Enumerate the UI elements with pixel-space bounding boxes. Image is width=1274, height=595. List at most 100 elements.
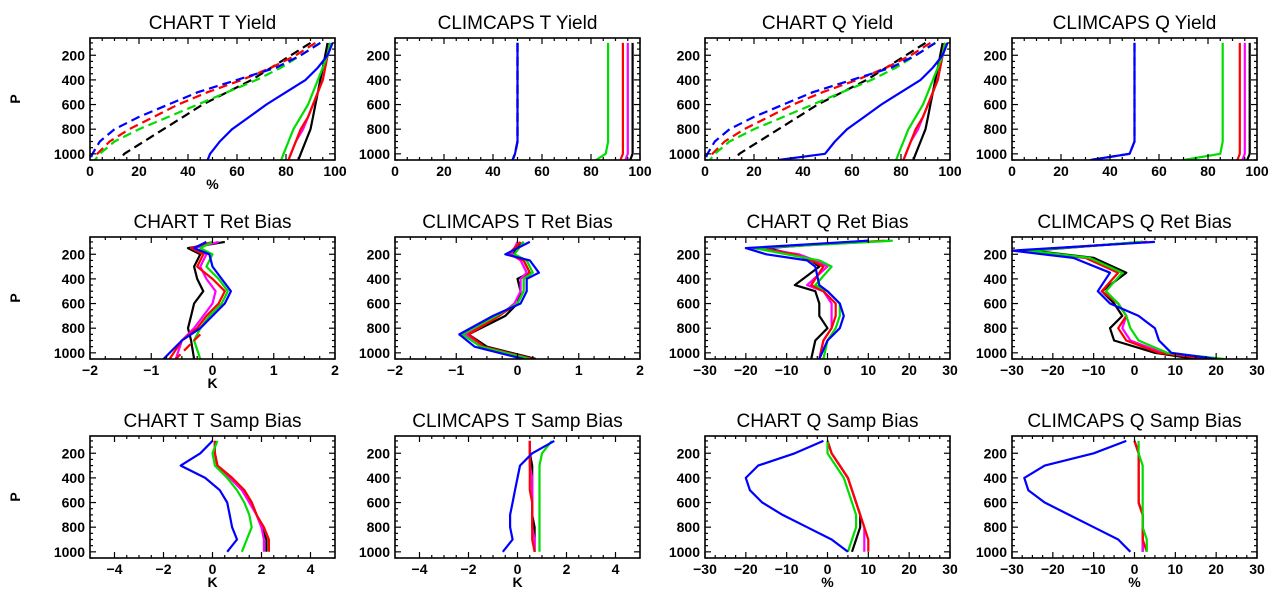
x-tick-label: 80 [278,163,294,179]
y-tick-label: 800 [984,320,1008,336]
x-tick-label: −4 [412,561,428,577]
series-group [1012,240,1225,359]
y-tick-label: 600 [367,97,391,113]
x-tick-label: −1 [448,362,464,378]
panel-title: CHART Q Ret Bias [747,212,909,233]
y-tick-label: 800 [677,121,701,137]
x-tick-label: 20 [1053,163,1069,179]
series-group [511,42,634,160]
x-tick-label: 0 [824,561,832,577]
panel-title: CHART T Ret Bias [133,212,291,233]
x-tick-label: 10 [1168,561,1184,577]
y-tick-label: 1000 [976,544,1007,560]
x-tick-label: 20 [436,163,452,179]
y-tick-label: 600 [677,296,701,312]
panel-6: −2 −1 0 1 2 200 400 600 800 1000 CLIMCAPS T Ret Bi… [359,212,644,378]
x-tick-label: 40 [485,163,501,179]
y-tick-label: 400 [984,72,1008,88]
y-tick-label: 800 [62,320,86,336]
x-tick-label: −20 [734,561,758,577]
y-tick-label: 400 [677,271,701,287]
y-tick-label: 600 [367,296,391,312]
panel-title: CLIMCAPS T Samp Bias [412,411,622,432]
x-tick-label: 10 [861,561,877,577]
x-tick-label: 0 [1131,362,1139,378]
y-tick-label: 200 [677,47,701,63]
x-tick-label: 40 [795,163,811,179]
y-axis-label: P [7,293,23,302]
x-tick-label: −10 [775,561,799,577]
panel-8: −30 −20 −10 0 10 20 30 200 400 600 800 1000 CLIMCAPS… [976,212,1265,378]
series-line-4 [826,440,858,553]
panel-title: CLIMCAPS T Yield [438,13,598,34]
series-line-2 [826,440,866,552]
x-tick-label: 0 [86,163,94,179]
x-tick-label: −10 [1082,561,1106,577]
x-tick-label: 0 [1008,163,1016,179]
x-tick-label: 1 [575,362,583,378]
x-tick-label: −30 [693,561,717,577]
y-tick-label: 1000 [359,345,390,361]
y-tick-label: 1000 [54,345,85,361]
y-tick-label: 1000 [54,544,85,560]
series-line-5 [458,240,541,359]
x-tick-label: 100 [628,163,652,179]
panel-1: 0 20 40 60 80 100 200 400 600 800 1000 CHART T Yiel… [7,13,347,192]
y-tick-label: 800 [367,121,391,137]
y-tick-label: 600 [62,495,86,511]
y-tick-label: 600 [984,97,1008,113]
x-axis-label: K [207,574,217,590]
y-tick-label: 400 [62,72,86,88]
series-line-4 [1183,42,1224,160]
plot-frame [1011,435,1258,559]
series-group [705,41,949,160]
panel-11: −30 −20 −10 0 10 20 30 200 400 600 800 1000 CHART Q … [669,411,958,590]
y-axis-label: P [7,94,23,103]
y-tick-label: 400 [677,72,701,88]
panel-10: −4 −2 0 2 4 200 400 600 800 1000 CLIMCAPS T Samp B… [359,411,641,590]
y-tick-label: 1000 [976,345,1007,361]
x-tick-label: 20 [1208,561,1224,577]
x-tick-label: 80 [893,163,909,179]
x-tick-label: 2 [636,362,644,378]
x-tick-label: 0 [824,362,832,378]
y-tick-label: 400 [367,72,391,88]
panel-9: −4 −2 0 2 4 200 400 600 800 1000 CHART T Samp Bias… [7,411,336,590]
series-group [1023,439,1148,553]
y-tick-label: 400 [62,470,86,486]
series-line-1 [826,440,862,553]
y-tick-label: 600 [367,495,391,511]
y-axis-label: P [7,492,23,501]
y-tick-label: 800 [62,519,86,535]
series-group [179,440,270,553]
series-group [162,240,232,359]
x-axis-label: % [1128,574,1141,590]
panel-5: −2 −1 0 1 2 200 400 600 800 1000 CHART T Ret Bias K… [7,212,339,391]
series-line-4 [595,42,610,160]
y-tick-label: 200 [62,246,86,262]
series-line-7 [511,42,519,160]
series-line-4 [538,440,553,552]
plot-frame [394,435,641,559]
series-group [744,239,893,359]
panel-12: −30 −20 −10 0 10 20 30 200 400 600 800 1000 CLIMCAPS… [976,411,1265,590]
series-group [1090,42,1251,160]
x-tick-label: −2 [82,362,98,378]
x-tick-label: 30 [1249,362,1265,378]
series-group [501,439,555,553]
x-tick-label: 30 [942,561,958,577]
series-line-2 [624,42,629,160]
series-line-3 [902,42,947,160]
series-line-4 [280,42,332,160]
panel-title: CHART Q Samp Bias [737,411,919,432]
x-tick-label: 2 [331,362,339,378]
x-tick-label: −20 [734,362,758,378]
x-tick-label: 80 [1200,163,1216,179]
y-tick-label: 200 [677,445,701,461]
x-tick-label: 0 [391,163,399,179]
series-line-5 [1090,42,1136,160]
y-tick-label: 1000 [669,544,700,560]
y-tick-label: 800 [677,320,701,336]
series-line-2 [1241,42,1246,160]
